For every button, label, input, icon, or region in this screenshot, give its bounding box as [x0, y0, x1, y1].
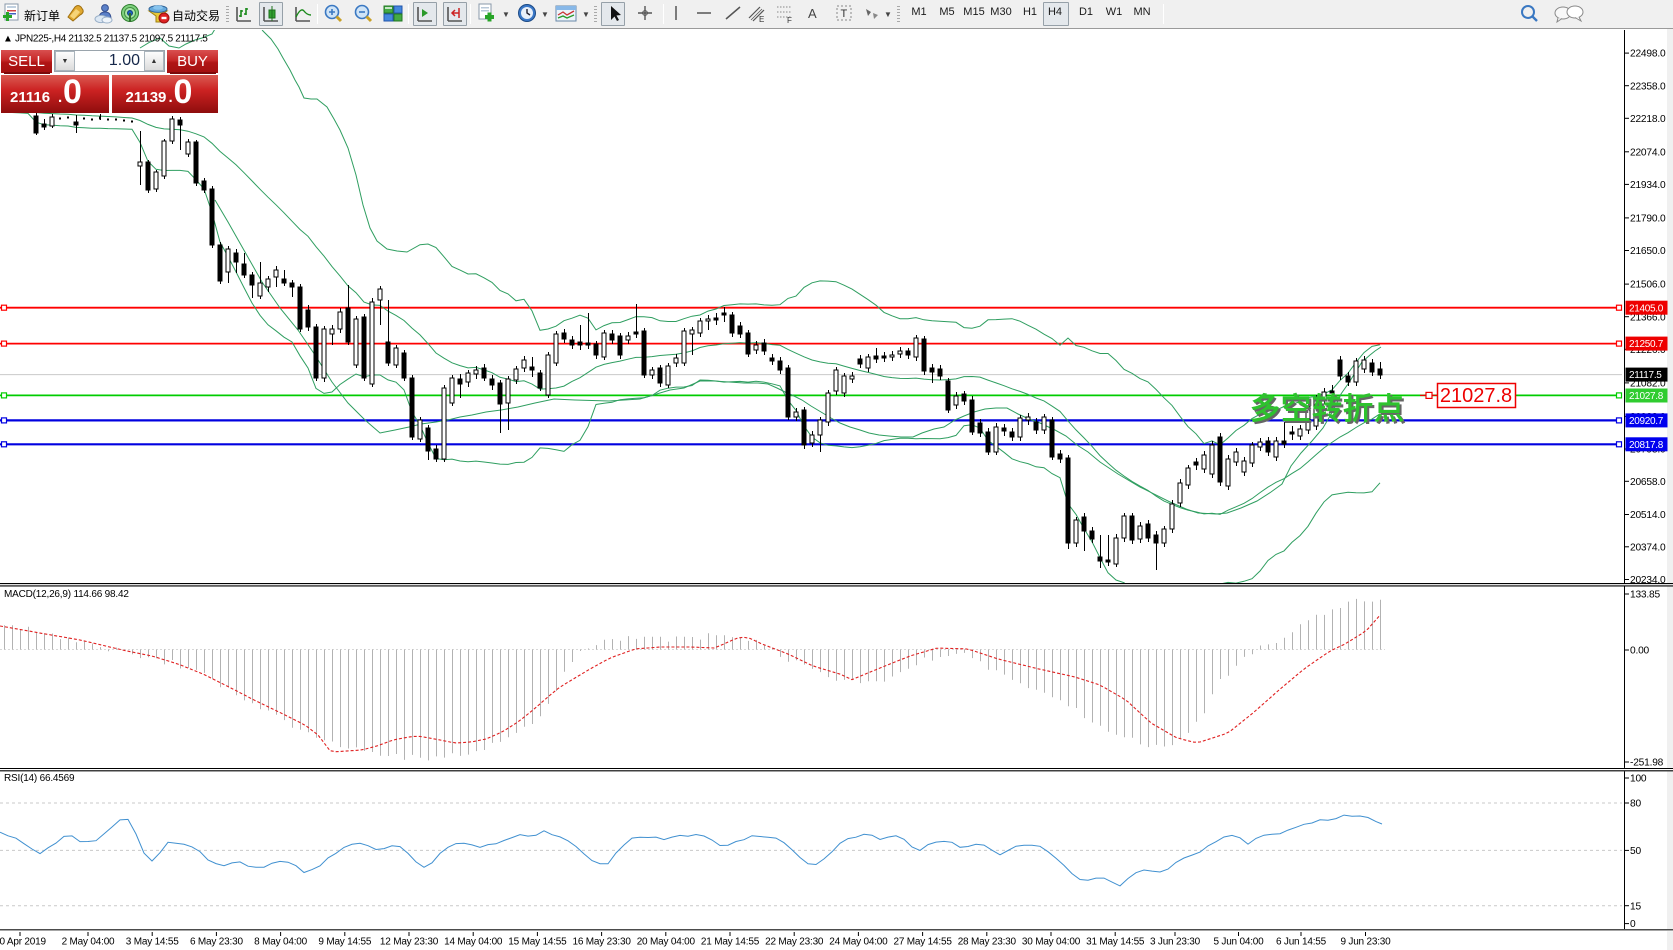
svg-text:16 May 23:30: 16 May 23:30: [572, 937, 631, 948]
svg-text:31 May 14:55: 31 May 14:55: [1086, 937, 1145, 948]
svg-text:133.85: 133.85: [1630, 590, 1660, 601]
svg-text:80: 80: [1630, 799, 1641, 810]
svg-text:30 Apr 2019: 30 Apr 2019: [0, 937, 46, 948]
svg-text:50: 50: [1630, 846, 1641, 857]
svg-text:20 May 04:00: 20 May 04:00: [637, 937, 696, 948]
svg-text:21366.0: 21366.0: [1630, 312, 1666, 323]
svg-text:MACD(12,26,9) 114.66 98.42: MACD(12,26,9) 114.66 98.42: [4, 589, 129, 600]
svg-text:-251.98: -251.98: [1630, 758, 1664, 769]
svg-text:28 May 23:30: 28 May 23:30: [958, 937, 1017, 948]
svg-text:RSI(14) 66.4569: RSI(14) 66.4569: [4, 773, 75, 784]
svg-text:多空转折点: 多空转折点: [1250, 393, 1405, 426]
svg-text:6 Jun 14:55: 6 Jun 14:55: [1276, 937, 1327, 948]
svg-text:3 Jun 23:30: 3 Jun 23:30: [1150, 937, 1201, 948]
svg-text:9 Jun 23:30: 9 Jun 23:30: [1340, 937, 1391, 948]
svg-text:15 May 14:55: 15 May 14:55: [508, 937, 567, 948]
svg-text:20234.0: 20234.0: [1630, 575, 1666, 586]
svg-text:100: 100: [1630, 774, 1647, 785]
svg-text:21934.0: 21934.0: [1630, 180, 1666, 191]
svg-text:30 May 04:00: 30 May 04:00: [1022, 937, 1081, 948]
svg-text:22074.0: 22074.0: [1630, 147, 1666, 158]
svg-text:9 May 14:55: 9 May 14:55: [318, 937, 371, 948]
svg-text:21 May 14:55: 21 May 14:55: [701, 937, 760, 948]
svg-text:21117.5: 21117.5: [1629, 370, 1662, 381]
svg-text:21027.8: 21027.8: [1629, 391, 1664, 402]
svg-text:6 May 23:30: 6 May 23:30: [190, 937, 243, 948]
svg-text:3 May 14:55: 3 May 14:55: [126, 937, 179, 948]
svg-text:21082.0: 21082.0: [1630, 379, 1666, 390]
svg-text:T: T: [841, 8, 848, 20]
svg-text:21650.0: 21650.0: [1630, 246, 1666, 257]
svg-text:20920.7: 20920.7: [1629, 416, 1664, 427]
svg-text:24 May 04:00: 24 May 04:00: [829, 937, 888, 948]
svg-text:F: F: [787, 16, 792, 25]
svg-text:22358.0: 22358.0: [1630, 81, 1666, 92]
svg-text:27 May 14:55: 27 May 14:55: [893, 937, 952, 948]
svg-text:12 May 23:30: 12 May 23:30: [380, 937, 439, 948]
svg-text:21405.0: 21405.0: [1629, 303, 1664, 314]
svg-text:20514.0: 20514.0: [1630, 510, 1666, 521]
svg-text:2 May 04:00: 2 May 04:00: [62, 937, 115, 948]
svg-text:21506.0: 21506.0: [1630, 280, 1666, 291]
svg-text:22218.0: 22218.0: [1630, 114, 1666, 125]
svg-text:0.00: 0.00: [1630, 646, 1650, 657]
svg-text:E: E: [759, 15, 764, 24]
svg-text:21250.7: 21250.7: [1629, 339, 1664, 350]
svg-text:20374.0: 20374.0: [1630, 542, 1666, 553]
svg-text:5 Jun 04:00: 5 Jun 04:00: [1213, 937, 1264, 948]
svg-text:20658.0: 20658.0: [1630, 477, 1666, 488]
svg-text:8 May 04:00: 8 May 04:00: [254, 937, 307, 948]
svg-text:21790.0: 21790.0: [1630, 214, 1666, 225]
svg-text:22498.0: 22498.0: [1630, 49, 1666, 60]
svg-text:20817.8: 20817.8: [1629, 440, 1664, 451]
svg-text:14 May 04:00: 14 May 04:00: [444, 937, 503, 948]
svg-text:0: 0: [1630, 919, 1636, 930]
svg-text:21027.8: 21027.8: [1440, 385, 1512, 407]
svg-text:22 May 23:30: 22 May 23:30: [765, 937, 824, 948]
svg-text:15: 15: [1630, 901, 1641, 912]
svg-text:▲ JPN225-,H4 21132.5 21137.5: ▲ JPN225-,H4 21132.5 21137.5 21097.5 211…: [3, 34, 208, 45]
